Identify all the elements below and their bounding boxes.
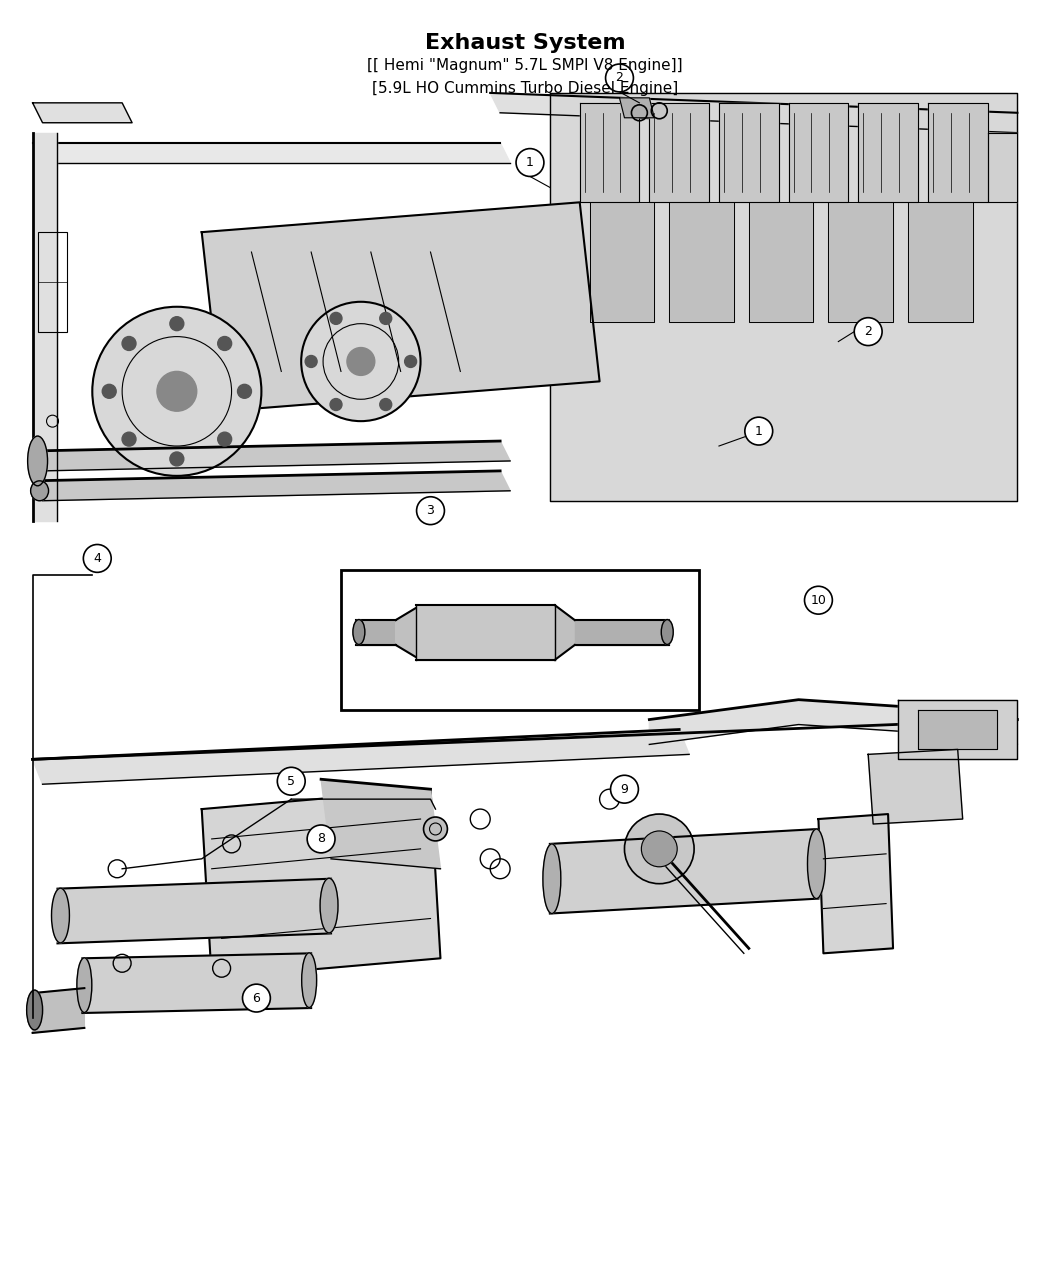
Bar xyxy=(38,232,67,332)
Ellipse shape xyxy=(662,620,673,644)
Circle shape xyxy=(237,384,251,398)
Text: 2: 2 xyxy=(864,325,873,338)
Circle shape xyxy=(308,825,335,853)
Polygon shape xyxy=(649,700,1017,745)
Polygon shape xyxy=(590,203,654,321)
Ellipse shape xyxy=(77,958,91,1012)
Polygon shape xyxy=(550,829,818,913)
Circle shape xyxy=(744,417,773,445)
Polygon shape xyxy=(789,103,848,203)
Polygon shape xyxy=(858,103,918,203)
Text: Exhaust System: Exhaust System xyxy=(424,33,626,54)
Polygon shape xyxy=(33,470,510,501)
Circle shape xyxy=(346,348,375,375)
Ellipse shape xyxy=(27,436,47,486)
Polygon shape xyxy=(828,203,894,321)
Circle shape xyxy=(625,813,694,884)
Polygon shape xyxy=(58,878,331,944)
Polygon shape xyxy=(818,813,894,954)
Polygon shape xyxy=(356,620,396,645)
Circle shape xyxy=(277,768,306,796)
Ellipse shape xyxy=(807,829,825,899)
Text: 6: 6 xyxy=(252,992,260,1005)
Text: 9: 9 xyxy=(621,783,628,796)
Text: 8: 8 xyxy=(317,833,326,845)
Circle shape xyxy=(804,586,833,615)
Text: 3: 3 xyxy=(426,504,435,518)
Circle shape xyxy=(156,371,196,412)
Text: 1: 1 xyxy=(755,425,762,437)
Polygon shape xyxy=(554,606,574,660)
Circle shape xyxy=(122,337,136,351)
Polygon shape xyxy=(868,750,963,824)
Circle shape xyxy=(404,356,417,367)
Polygon shape xyxy=(580,103,639,203)
Polygon shape xyxy=(574,620,669,645)
Circle shape xyxy=(217,337,232,351)
Polygon shape xyxy=(33,103,132,122)
Circle shape xyxy=(380,312,392,324)
Polygon shape xyxy=(988,133,1017,203)
Polygon shape xyxy=(928,103,988,203)
Ellipse shape xyxy=(301,952,317,1007)
Circle shape xyxy=(122,432,136,446)
Polygon shape xyxy=(749,203,814,321)
Polygon shape xyxy=(898,700,1017,760)
Text: 5: 5 xyxy=(288,775,295,788)
Polygon shape xyxy=(321,779,440,868)
Text: 1: 1 xyxy=(526,156,533,170)
Polygon shape xyxy=(908,203,972,321)
Circle shape xyxy=(642,831,677,867)
Polygon shape xyxy=(202,203,600,412)
Circle shape xyxy=(83,544,111,572)
Polygon shape xyxy=(649,103,709,203)
Ellipse shape xyxy=(51,889,69,944)
Circle shape xyxy=(855,317,882,346)
Circle shape xyxy=(92,307,261,476)
Polygon shape xyxy=(550,93,1017,501)
Polygon shape xyxy=(82,954,311,1014)
Circle shape xyxy=(610,775,638,803)
Circle shape xyxy=(330,399,342,411)
Polygon shape xyxy=(33,988,84,1033)
Ellipse shape xyxy=(543,844,561,913)
Ellipse shape xyxy=(30,481,48,501)
Circle shape xyxy=(606,64,633,92)
Text: 4: 4 xyxy=(93,552,101,565)
Text: 2: 2 xyxy=(615,71,624,84)
Bar xyxy=(341,570,699,710)
Circle shape xyxy=(102,384,117,398)
Text: [5.9L HO Cummins Turbo Diesel Engine]: [5.9L HO Cummins Turbo Diesel Engine] xyxy=(372,80,678,96)
Polygon shape xyxy=(490,93,1017,133)
Circle shape xyxy=(217,432,232,446)
Polygon shape xyxy=(416,606,554,660)
Polygon shape xyxy=(33,441,510,470)
Circle shape xyxy=(243,984,270,1012)
Circle shape xyxy=(170,316,184,330)
Polygon shape xyxy=(33,729,689,784)
Polygon shape xyxy=(396,608,416,657)
Circle shape xyxy=(306,356,317,367)
Text: [[ Hemi "Magnum" 5.7L SMPI V8 Engine]]: [[ Hemi "Magnum" 5.7L SMPI V8 Engine]] xyxy=(368,59,682,73)
Polygon shape xyxy=(669,203,734,321)
Ellipse shape xyxy=(353,620,364,644)
Ellipse shape xyxy=(26,991,43,1030)
Polygon shape xyxy=(33,133,58,520)
Circle shape xyxy=(170,451,184,465)
Circle shape xyxy=(516,149,544,176)
Ellipse shape xyxy=(320,878,338,933)
Circle shape xyxy=(417,497,444,524)
Circle shape xyxy=(380,399,392,411)
Polygon shape xyxy=(33,143,510,162)
Circle shape xyxy=(330,312,342,324)
Polygon shape xyxy=(202,789,440,978)
Circle shape xyxy=(423,817,447,842)
Polygon shape xyxy=(918,710,998,750)
Polygon shape xyxy=(620,98,654,117)
Text: 10: 10 xyxy=(811,594,826,607)
Polygon shape xyxy=(719,103,779,203)
Circle shape xyxy=(301,302,421,421)
